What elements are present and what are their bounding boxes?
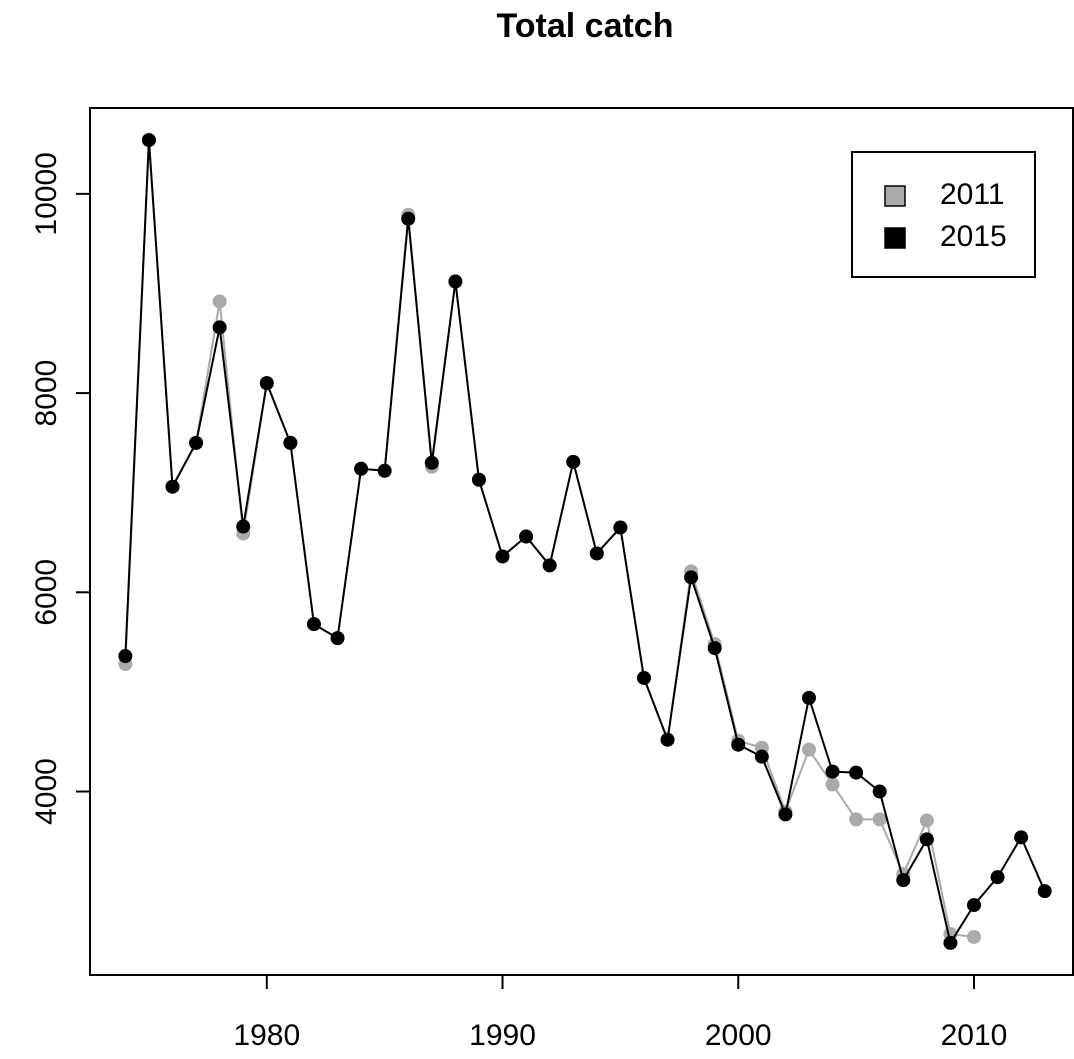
data-point	[801, 690, 816, 705]
series-line	[124, 140, 975, 938]
x-tick-label: 1980	[233, 1019, 300, 1052]
data-point	[1014, 830, 1029, 845]
data-point	[118, 649, 133, 664]
data-point	[354, 461, 369, 476]
data-point	[825, 777, 840, 792]
y-tick-label: 10000	[30, 152, 63, 235]
legend-swatch	[884, 185, 906, 207]
data-point	[259, 376, 274, 391]
data-point	[872, 784, 887, 799]
data-point	[825, 764, 840, 779]
legend-label: 2011	[940, 178, 1005, 211]
y-tick-label: 4000	[30, 758, 63, 825]
chart-title: Total catch	[497, 7, 674, 45]
data-point	[448, 274, 463, 289]
data-point	[189, 435, 204, 450]
data-point	[613, 520, 628, 535]
data-point	[283, 435, 298, 450]
x-tick-label: 2000	[705, 1019, 772, 1052]
data-point	[212, 320, 227, 335]
data-point	[330, 631, 345, 646]
data-point	[707, 641, 722, 656]
data-point	[141, 133, 156, 148]
data-point	[778, 807, 793, 822]
data-point	[990, 870, 1005, 885]
data-point	[519, 529, 534, 544]
data-point	[495, 549, 510, 564]
data-point	[849, 765, 864, 780]
data-point	[872, 812, 887, 827]
data-point	[919, 813, 934, 828]
data-point	[165, 479, 180, 494]
plot-frame	[89, 107, 1074, 976]
data-point	[377, 463, 392, 478]
y-tick-label: 6000	[30, 559, 63, 626]
data-point	[896, 873, 911, 888]
data-point	[236, 519, 251, 534]
data-point	[919, 832, 934, 847]
data-point	[212, 294, 227, 309]
x-tick-label: 2010	[941, 1019, 1008, 1052]
series-line	[124, 140, 1046, 946]
data-point	[589, 546, 604, 561]
data-point	[542, 558, 557, 573]
data-point	[636, 670, 651, 685]
data-point	[660, 732, 675, 747]
y-tick-label: 8000	[30, 360, 63, 427]
data-point	[754, 749, 769, 764]
data-point	[401, 211, 416, 226]
data-point	[471, 472, 486, 487]
data-point	[943, 935, 958, 950]
data-point	[801, 742, 816, 757]
data-point	[424, 455, 439, 470]
x-tick-label: 1990	[469, 1019, 536, 1052]
data-point	[966, 898, 981, 913]
data-point	[731, 737, 746, 752]
data-point	[566, 454, 581, 469]
legend-box	[851, 151, 1036, 278]
legend-swatch	[884, 227, 906, 249]
data-point	[966, 929, 981, 944]
data-point	[684, 570, 699, 585]
data-point	[849, 812, 864, 827]
data-point	[1037, 884, 1052, 899]
legend-label: 2015	[940, 220, 1007, 253]
data-point	[306, 617, 321, 632]
